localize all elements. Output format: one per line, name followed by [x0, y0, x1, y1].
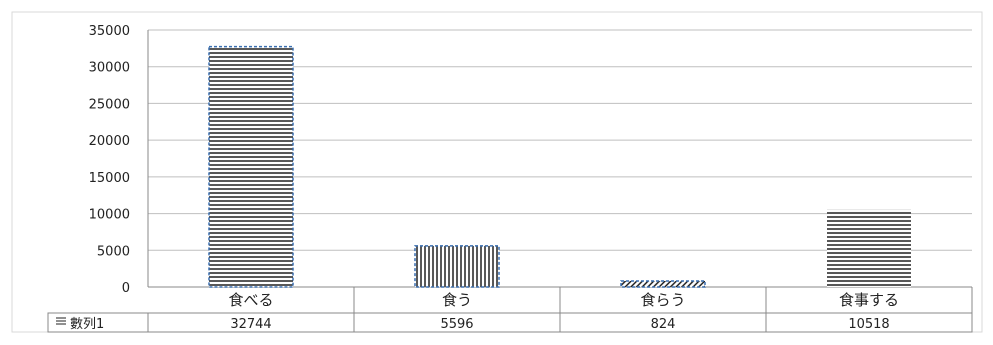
- bar-4: [827, 209, 911, 287]
- category-label: 食事する: [839, 291, 899, 309]
- bar-2: [414, 245, 500, 288]
- category-label: 食う: [442, 291, 472, 309]
- series-row-label: 數列1: [70, 317, 104, 332]
- data-table-value: 32744: [230, 317, 271, 332]
- y-tick-label: 25000: [89, 97, 130, 112]
- y-tick-label: 30000: [89, 61, 130, 76]
- data-table-value: 10518: [848, 317, 889, 332]
- y-tick-label: 0: [122, 281, 130, 296]
- category-label: 食らう: [640, 291, 685, 309]
- y-tick-label: 35000: [89, 24, 130, 39]
- data-table-value: 5596: [440, 317, 473, 332]
- bar-1: [208, 45, 294, 288]
- data-table-value: 824: [651, 317, 676, 332]
- bar-3: [620, 280, 706, 288]
- table-row-box: [47, 312, 973, 333]
- y-axis-ticks: 0 5000 10000 15000 20000 25000 30000 35000: [89, 24, 130, 296]
- bars: [208, 45, 911, 288]
- y-tick-label: 5000: [97, 244, 130, 259]
- y-tick-label: 10000: [89, 208, 130, 223]
- legend-key-icon: [56, 317, 66, 325]
- y-tick-label: 15000: [89, 171, 130, 186]
- y-tick-label: 20000: [89, 134, 130, 149]
- category-label: 食べる: [228, 291, 273, 309]
